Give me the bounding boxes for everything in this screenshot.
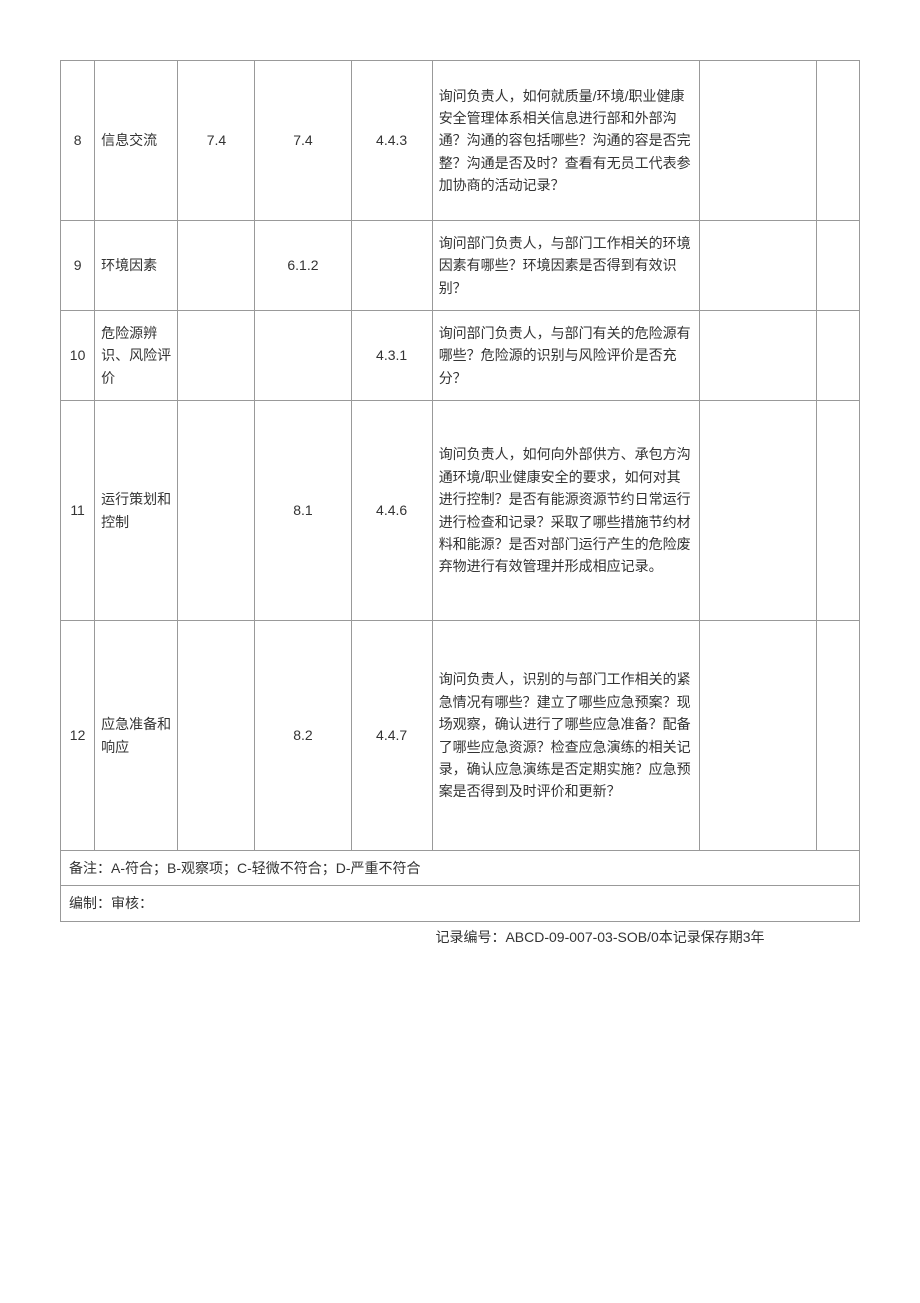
cell-code1 bbox=[178, 221, 255, 311]
table-row: 9 环境因素 6.1.2 询问部门负责人，与部门工作相关的环境因素有哪些？环境因… bbox=[61, 221, 860, 311]
cell-empty2 bbox=[817, 221, 860, 311]
cell-code2: 6.1.2 bbox=[255, 221, 351, 311]
cell-empty1 bbox=[699, 311, 817, 401]
cell-description: 询问部门负责人，与部门工作相关的环境因素有哪些？环境因素是否得到有效识别？ bbox=[432, 221, 699, 311]
cell-code2: 8.2 bbox=[255, 621, 351, 851]
cell-description: 询问负责人，如何就质量/环境/职业健康安全管理体系相关信息进行部和外部沟通？沟通… bbox=[432, 61, 699, 221]
table-row: 11 运行策划和控制 8.1 4.4.6 询问负责人，如何向外部供方、承包方沟通… bbox=[61, 401, 860, 621]
signoff-cell: 编制：审核： bbox=[61, 886, 860, 921]
cell-index: 8 bbox=[61, 61, 95, 221]
cell-code3 bbox=[351, 221, 432, 311]
cell-index: 12 bbox=[61, 621, 95, 851]
cell-description: 询问负责人，识别的与部门工作相关的紧急情况有哪些？建立了哪些应急预案？现场观察，… bbox=[432, 621, 699, 851]
cell-code3: 4.4.7 bbox=[351, 621, 432, 851]
cell-empty2 bbox=[817, 61, 860, 221]
cell-empty1 bbox=[699, 61, 817, 221]
table-row: 8 信息交流 7.4 7.4 4.4.3 询问负责人，如何就质量/环境/职业健康… bbox=[61, 61, 860, 221]
table-row: 10 危险源辨识、风险评价 4.3.1 询问部门负责人，与部门有关的危险源有哪些… bbox=[61, 311, 860, 401]
legend-row: 备注：A-符合；B-观察项；C-轻微不符合；D-严重不符合 bbox=[61, 851, 860, 886]
cell-empty1 bbox=[699, 401, 817, 621]
cell-code2 bbox=[255, 311, 351, 401]
cell-description: 询问部门负责人，与部门有关的危险源有哪些？危险源的识别与风险评价是否充分？ bbox=[432, 311, 699, 401]
cell-empty1 bbox=[699, 621, 817, 851]
cell-name: 运行策划和控制 bbox=[95, 401, 178, 621]
cell-code1 bbox=[178, 401, 255, 621]
cell-code3: 4.3.1 bbox=[351, 311, 432, 401]
cell-name: 信息交流 bbox=[95, 61, 178, 221]
cell-index: 9 bbox=[61, 221, 95, 311]
cell-name: 应急准备和响应 bbox=[95, 621, 178, 851]
footer-record-number: 记录编号：ABCD-09-007-03-SOB/0本记录保存期3年 bbox=[60, 926, 860, 948]
cell-empty2 bbox=[817, 311, 860, 401]
cell-code3: 4.4.3 bbox=[351, 61, 432, 221]
cell-index: 11 bbox=[61, 401, 95, 621]
cell-index: 10 bbox=[61, 311, 95, 401]
cell-name: 环境因素 bbox=[95, 221, 178, 311]
table-row: 12 应急准备和响应 8.2 4.4.7 询问负责人，识别的与部门工作相关的紧急… bbox=[61, 621, 860, 851]
cell-code1 bbox=[178, 311, 255, 401]
legend-cell: 备注：A-符合；B-观察项；C-轻微不符合；D-严重不符合 bbox=[61, 851, 860, 886]
audit-table: 8 信息交流 7.4 7.4 4.4.3 询问负责人，如何就质量/环境/职业健康… bbox=[60, 60, 860, 922]
cell-code2: 8.1 bbox=[255, 401, 351, 621]
signoff-row: 编制：审核： bbox=[61, 886, 860, 921]
cell-empty1 bbox=[699, 221, 817, 311]
cell-description: 询问负责人，如何向外部供方、承包方沟通环境/职业健康安全的要求，如何对其进行控制… bbox=[432, 401, 699, 621]
cell-code1 bbox=[178, 621, 255, 851]
cell-empty2 bbox=[817, 621, 860, 851]
cell-code3: 4.4.6 bbox=[351, 401, 432, 621]
cell-code1: 7.4 bbox=[178, 61, 255, 221]
cell-code2: 7.4 bbox=[255, 61, 351, 221]
cell-name: 危险源辨识、风险评价 bbox=[95, 311, 178, 401]
cell-empty2 bbox=[817, 401, 860, 621]
